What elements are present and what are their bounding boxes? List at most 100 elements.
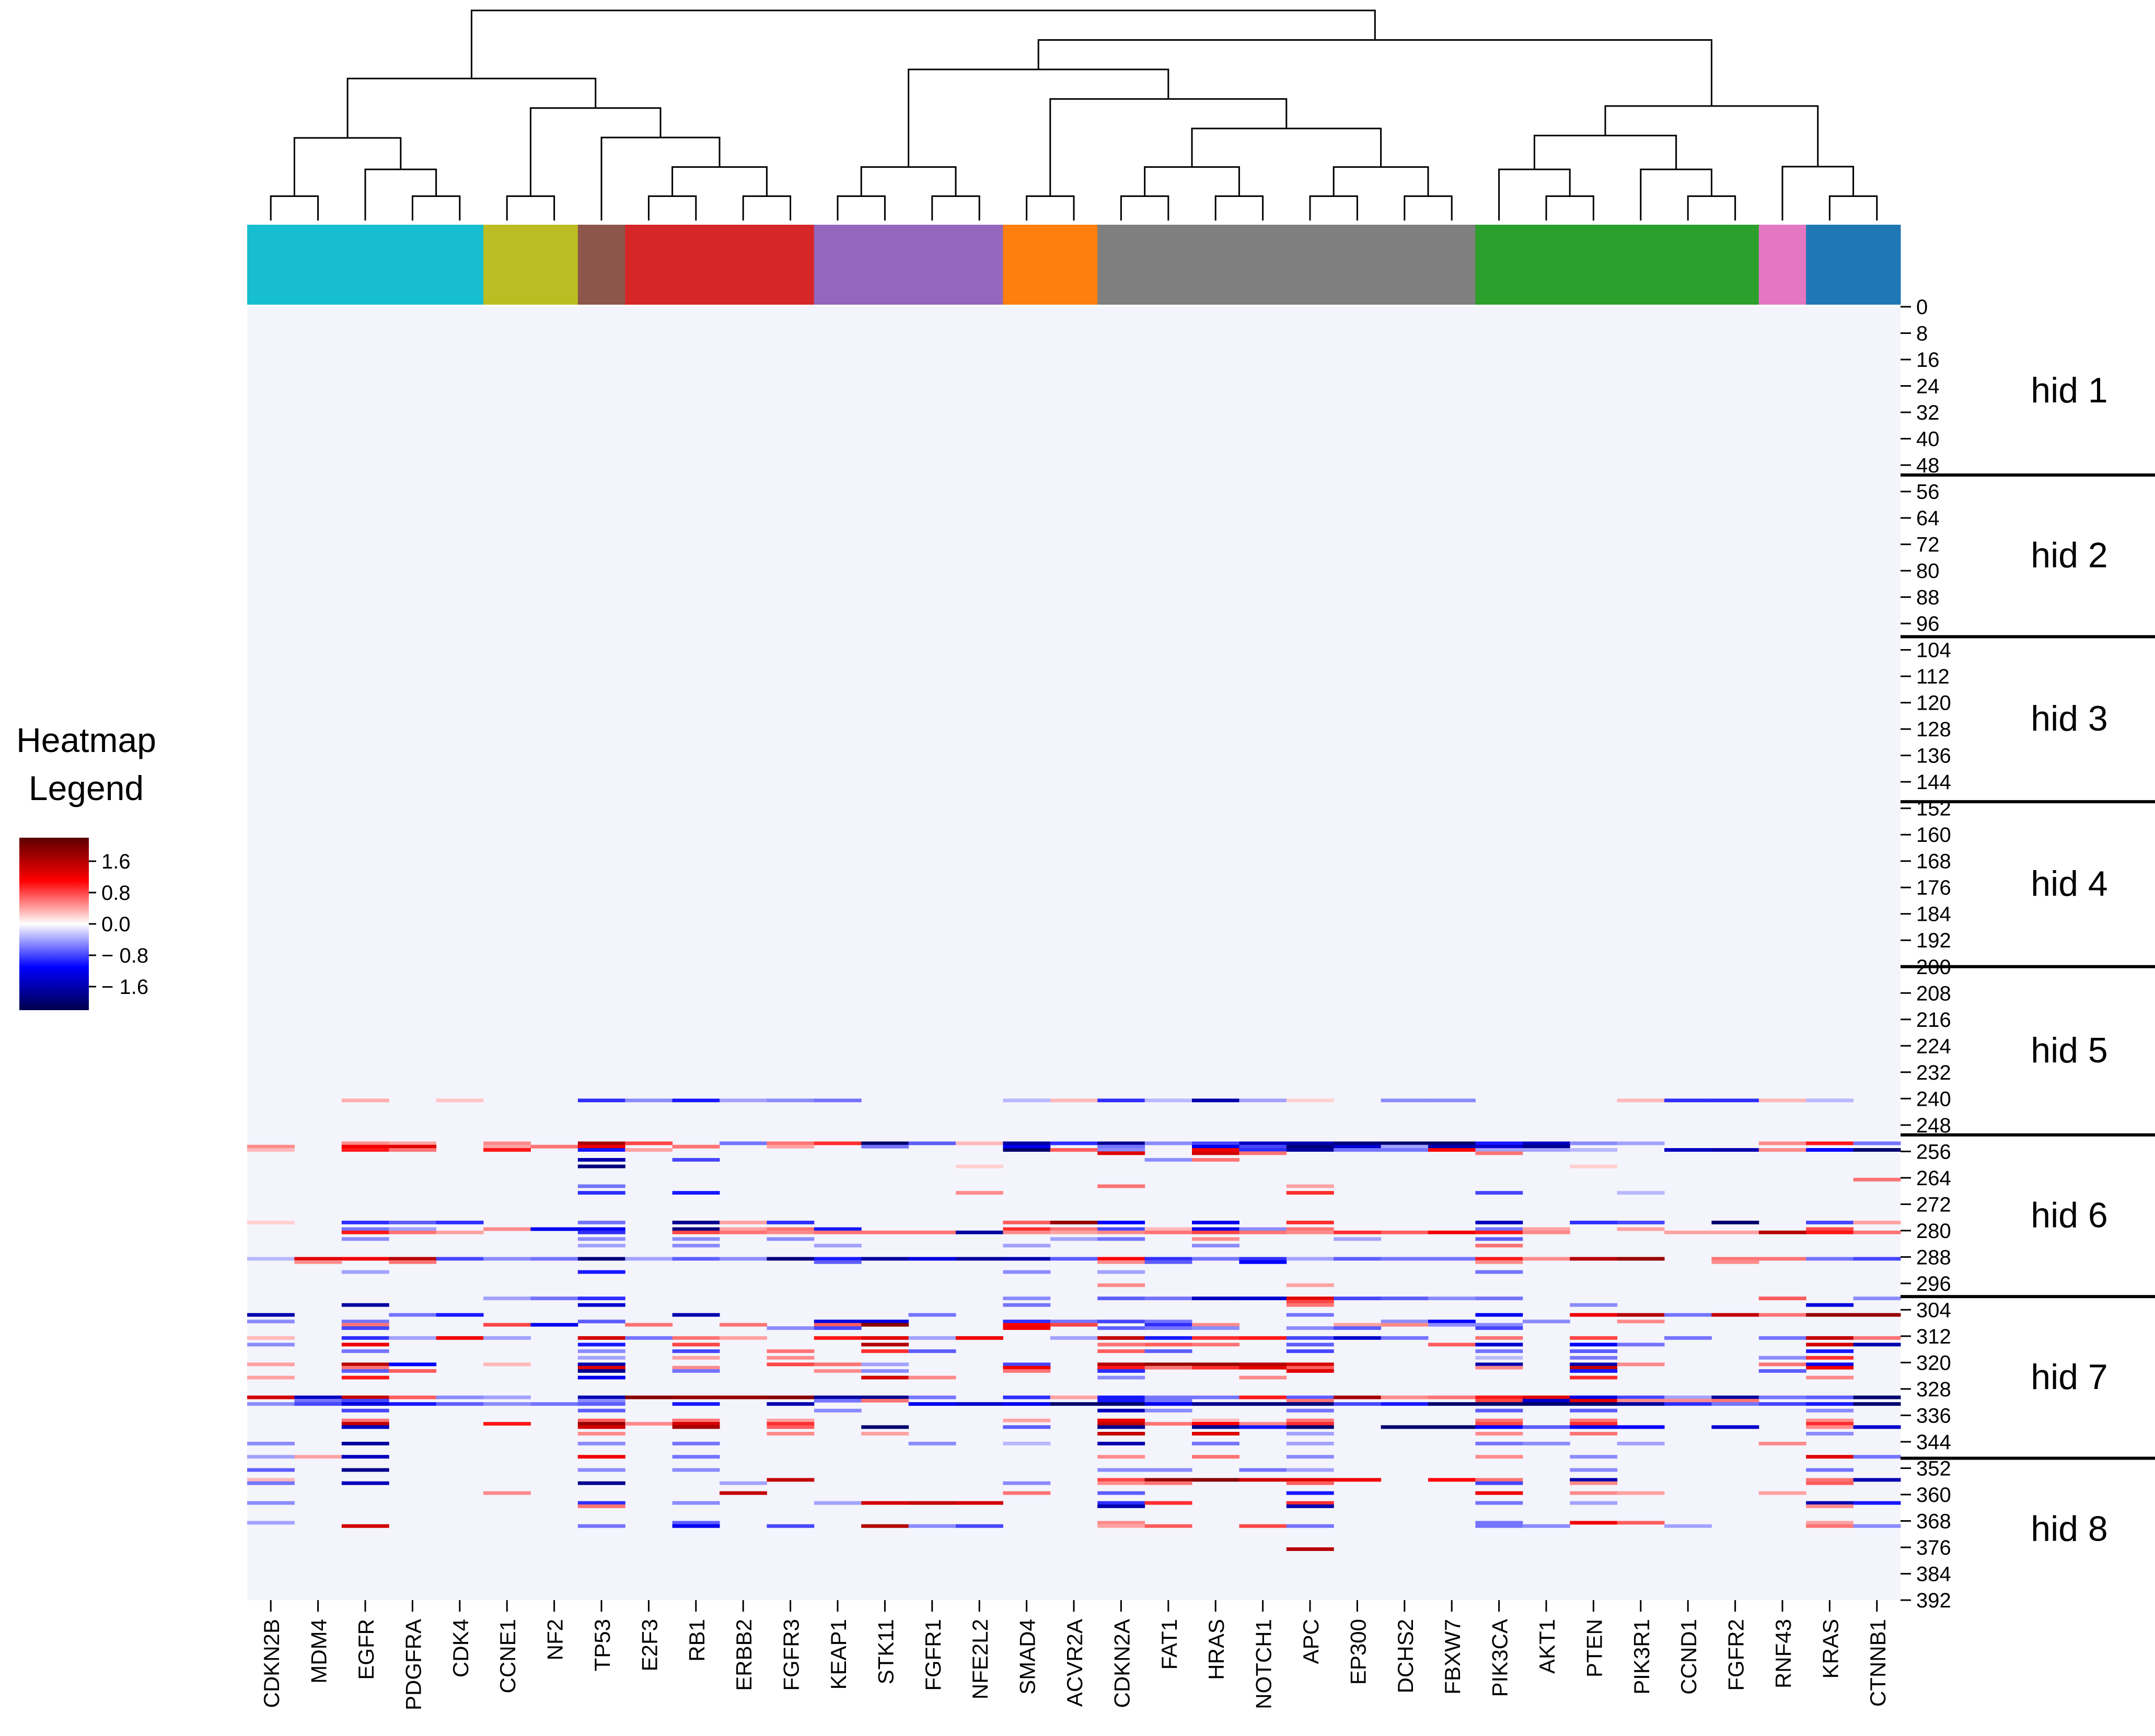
heatmap-cell-PIK3CA-332 xyxy=(1475,1402,1523,1406)
column-group-6 xyxy=(1003,225,1098,305)
heatmap-cell-EP300-308 xyxy=(1334,1323,1382,1327)
heatmap-cell-APC-296 xyxy=(1286,1283,1334,1287)
heatmap-cell-EP300-312 xyxy=(1334,1336,1382,1340)
heatmap-cell-SMAD4-309 xyxy=(1003,1326,1051,1330)
heatmap-cell-CDK4-288 xyxy=(436,1257,484,1261)
dendrogram-link xyxy=(346,77,597,138)
dendrogram-link xyxy=(1781,166,1855,221)
heatmap-cell-PTEN-318 xyxy=(1570,1356,1618,1360)
heatmap-cell-PTEN-355 xyxy=(1570,1478,1618,1482)
heatmap-cell-FGFR3-282 xyxy=(767,1237,815,1241)
heatmap-cell-RB1-258 xyxy=(672,1158,720,1162)
heatmap-cell-CDKN2B-355 xyxy=(247,1478,295,1482)
heatmap-cell-NOTCH1-369 xyxy=(1239,1524,1287,1528)
heatmap-cell-HRAS-300 xyxy=(1192,1297,1239,1301)
y-tick-label-104: 104 xyxy=(1916,639,1951,662)
heatmap-cell-NOTCH1-338 xyxy=(1239,1422,1287,1426)
heatmap-cell-PIK3CA-368 xyxy=(1475,1521,1523,1525)
colorbar-tick-label: 1.6 xyxy=(101,850,131,873)
heatmap-cell-AKT1-288 xyxy=(1522,1257,1570,1261)
dendrogram-link xyxy=(1828,195,1878,221)
heatmap-cell-RNF43-320 xyxy=(1758,1362,1806,1367)
x-tick-label-KRAS: KRAS xyxy=(1818,1619,1843,1679)
heatmap-cell-PIK3CA-288 xyxy=(1475,1257,1523,1261)
heatmap-cell-CDKN2A-279 xyxy=(1097,1227,1145,1231)
x-tick-label-AKT1: AKT1 xyxy=(1535,1619,1559,1674)
heatmap-cell-NFE2L2-362 xyxy=(956,1501,1003,1505)
heatmap-cell-TP53-362 xyxy=(577,1501,625,1505)
colorbar-tick-label: 0.0 xyxy=(101,913,131,936)
heatmap-cell-EGFR-332 xyxy=(341,1402,389,1406)
heatmap-cell-PTEN-332 xyxy=(1570,1402,1618,1406)
heatmap-cell-PDGFRA-305 xyxy=(389,1313,437,1317)
heatmap-cell-PTEN-321 xyxy=(1570,1365,1618,1370)
heatmap-cell-FGFR1-362 xyxy=(908,1501,956,1505)
heatmap-cell-HRAS-344 xyxy=(1192,1441,1239,1445)
heatmap-cell-EP300-288 xyxy=(1334,1257,1382,1261)
heatmap-cell-PIK3CA-362 xyxy=(1475,1501,1523,1505)
x-tick-label-RB1: RB1 xyxy=(685,1619,709,1662)
y-tick-label-184: 184 xyxy=(1916,903,1951,926)
heatmap-cell-MDM4-330 xyxy=(294,1395,342,1399)
heatmap-cell-EGFR-312 xyxy=(341,1336,389,1340)
heatmap-cell-CTNNB1-369 xyxy=(1853,1524,1901,1528)
heatmap-cell-STK11-331 xyxy=(861,1398,909,1403)
y-tick-label-216: 216 xyxy=(1916,1009,1951,1032)
y-tick-label-112: 112 xyxy=(1916,665,1950,688)
heatmap-cell-FGFR1-332 xyxy=(908,1402,956,1406)
heatmap-cell-DCHS2-240 xyxy=(1381,1098,1429,1103)
x-tick-label-PIK3R1: PIK3R1 xyxy=(1629,1619,1654,1695)
heatmap-cell-FBXW7-307 xyxy=(1428,1320,1476,1324)
heatmap-cell-CDKN2A-309 xyxy=(1097,1326,1145,1330)
heatmap-cell-EP300-332 xyxy=(1334,1402,1382,1406)
heatmap-cell-FGFR1-344 xyxy=(908,1441,956,1445)
heatmap-cell-STK11-308 xyxy=(861,1323,909,1327)
heatmap-cell-KRAS-305 xyxy=(1806,1313,1854,1317)
heatmap-cell-CCNE1-308 xyxy=(483,1323,531,1327)
heatmap-cell-CDKN2A-288 xyxy=(1097,1257,1145,1261)
heatmap-cell-RNF43-330 xyxy=(1758,1395,1806,1399)
heatmap-cell-FGFR1-369 xyxy=(908,1524,956,1528)
heatmap-cell-RB1-305 xyxy=(672,1313,720,1317)
heatmap-cell-ERBB2-280 xyxy=(720,1230,767,1234)
heatmap-cell-PIK3CA-282 xyxy=(1475,1237,1523,1241)
x-tick-label-RNF43: RNF43 xyxy=(1771,1619,1795,1688)
y-tick-label-176: 176 xyxy=(1916,876,1951,899)
heatmap-cell-EGFR-344 xyxy=(341,1441,389,1445)
heatmap-cell-HRAS-338 xyxy=(1192,1422,1239,1426)
heatmap-cell-MDM4-331 xyxy=(294,1398,342,1403)
heatmap-cell-FGFR3-309 xyxy=(767,1326,815,1330)
legend-title-line-2: Legend xyxy=(28,769,144,807)
heatmap-cell-ACVR2A-332 xyxy=(1050,1402,1098,1406)
heatmap-cell-PIK3CA-309 xyxy=(1475,1326,1523,1330)
x-tick-label-APC: APC xyxy=(1299,1619,1323,1664)
heatmap-cell-RNF43-344 xyxy=(1758,1441,1806,1445)
heatmap-cell-CDKN2A-322 xyxy=(1097,1369,1145,1373)
heatmap-cell-KRAS-368 xyxy=(1806,1521,1854,1525)
heatmap-cell-CCNE1-359 xyxy=(483,1491,531,1495)
heatmap-cell-ACVR2A-282 xyxy=(1050,1237,1098,1241)
heatmap-cell-ERBB2-277 xyxy=(720,1220,767,1224)
heatmap-cell-AKT1-332 xyxy=(1522,1402,1570,1406)
colorbar-legend: 1.6 0.8 0.0 − 0.8 − 1.6 xyxy=(19,838,148,1010)
heatmap-cell-NOTCH1-332 xyxy=(1239,1402,1287,1406)
colorbar-tick-label: − 0.8 xyxy=(101,944,148,967)
heatmap-cell-HRAS-282 xyxy=(1192,1237,1239,1241)
heatmap-cell-PIK3CA-355 xyxy=(1475,1478,1523,1482)
y-tick-label-240: 240 xyxy=(1916,1087,1951,1110)
heatmap-cell-HRAS-308 xyxy=(1192,1323,1239,1327)
colorbar-tick-label: − 1.6 xyxy=(101,976,148,999)
heatmap-cell-EP300-282 xyxy=(1334,1237,1382,1241)
heatmap-cell-SMAD4-322 xyxy=(1003,1369,1051,1373)
heatmap-cell-ERBB2-253 xyxy=(720,1141,767,1145)
heatmap-cell-NOTCH1-300 xyxy=(1239,1297,1287,1301)
heatmap-cell-SMAD4-253 xyxy=(1003,1141,1051,1145)
heatmap-cell-KEAP1-284 xyxy=(814,1244,862,1248)
heatmap-cell-PIK3R1-305 xyxy=(1617,1313,1665,1317)
heatmap-cell-KRAS-337 xyxy=(1806,1418,1854,1422)
y-tick-label-224: 224 xyxy=(1916,1035,1951,1058)
heatmap-cell-AKT1-255 xyxy=(1522,1148,1570,1152)
heatmap-cell-E2F3-288 xyxy=(625,1257,673,1261)
heatmap-cell-APC-322 xyxy=(1286,1369,1334,1373)
heatmap-cell-EP300-254 xyxy=(1334,1144,1382,1149)
